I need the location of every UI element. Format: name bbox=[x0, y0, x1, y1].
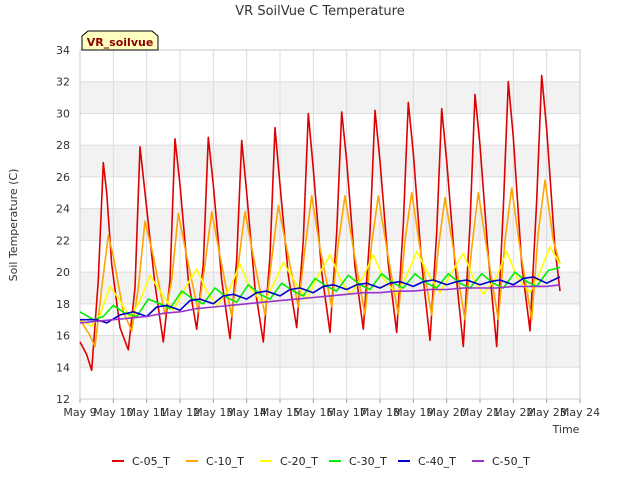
legend-label: C-20_T bbox=[280, 455, 318, 468]
y-axis-title: Soil Temperature (C) bbox=[7, 169, 20, 282]
station-badge: VR_soilvue bbox=[81, 30, 159, 51]
x-tick-label: May 19 bbox=[393, 406, 433, 419]
background-band bbox=[80, 176, 580, 209]
legend-label: C-30_T bbox=[349, 455, 387, 468]
y-tick-label: 18 bbox=[56, 298, 70, 311]
background-band bbox=[80, 367, 580, 399]
chart-title: VR SoilVue C Temperature bbox=[235, 4, 404, 19]
y-tick-label: 22 bbox=[56, 234, 70, 247]
y-tick-label: 14 bbox=[56, 361, 70, 374]
legend-item: C-50_T bbox=[472, 455, 530, 468]
legend: C-05_T C-10_T C-20_T C-30_T C-40_T C-50_T bbox=[112, 455, 530, 468]
x-tick-label: May 23 bbox=[527, 406, 567, 419]
station-badge-box bbox=[81, 30, 159, 51]
y-tick-label: 32 bbox=[56, 76, 70, 89]
plot-frame bbox=[79, 49, 581, 400]
series-line-c-10-t bbox=[79, 179, 561, 348]
background-band bbox=[80, 81, 580, 114]
y-tick-label: 28 bbox=[56, 139, 70, 152]
x-tick-label: May 24 bbox=[560, 406, 600, 419]
y-tick-label: 12 bbox=[56, 393, 70, 406]
legend-item: C-10_T bbox=[186, 455, 244, 468]
x-tick-label: May 22 bbox=[493, 406, 533, 419]
plot-background-bands bbox=[80, 50, 580, 399]
x-tick-label: May 16 bbox=[293, 406, 333, 419]
x-tick-label: May 15 bbox=[260, 406, 300, 419]
legend-label: C-50_T bbox=[492, 455, 530, 468]
series-line-c-05-t bbox=[79, 74, 561, 372]
background-band bbox=[80, 335, 580, 368]
series-line-c-20-t bbox=[79, 245, 561, 327]
legend-label: C-05_T bbox=[132, 455, 170, 468]
x-tick-label: May 10 bbox=[93, 406, 133, 419]
x-axis-title: Time bbox=[552, 423, 580, 436]
background-band bbox=[80, 208, 580, 241]
legend-item: C-20_T bbox=[260, 455, 318, 468]
legend-item: C-05_T bbox=[112, 455, 170, 468]
y-tick-label: 16 bbox=[56, 330, 70, 343]
y-axis-ticks: 12 14 16 18 20 22 24 26 28 30 32 34 bbox=[56, 44, 70, 406]
legend-label: C-40_T bbox=[418, 455, 456, 468]
y-tick-label: 34 bbox=[56, 44, 70, 57]
x-tick-label: May 9 bbox=[63, 406, 96, 419]
y-tick-label: 20 bbox=[56, 266, 70, 279]
x-tick-label: May 13 bbox=[193, 406, 233, 419]
x-tick-label: May 21 bbox=[460, 406, 500, 419]
x-tick-label: May 20 bbox=[427, 406, 467, 419]
x-tick-label: May 12 bbox=[160, 406, 200, 419]
x-tick-label: May 11 bbox=[127, 406, 167, 419]
series-line-c-50-t bbox=[79, 284, 561, 324]
x-tick-label: May 17 bbox=[327, 406, 367, 419]
series-line-c-40-t bbox=[80, 276, 561, 324]
station-badge-label: VR_soilvue bbox=[87, 36, 154, 49]
x-tick-label: May 14 bbox=[227, 406, 267, 419]
y-tick-label: 26 bbox=[56, 171, 70, 184]
background-band bbox=[80, 50, 580, 82]
legend-item: C-30_T bbox=[329, 455, 387, 468]
x-tick-label: May 18 bbox=[360, 406, 400, 419]
background-band bbox=[80, 113, 580, 146]
legend-label: C-10_T bbox=[206, 455, 244, 468]
background-band bbox=[80, 145, 580, 177]
series-line-c-30-t bbox=[79, 266, 561, 321]
y-tick-label: 30 bbox=[56, 107, 70, 120]
legend-item: C-40_T bbox=[398, 455, 456, 468]
y-tick-label: 24 bbox=[56, 203, 70, 216]
series-lines bbox=[79, 74, 561, 372]
